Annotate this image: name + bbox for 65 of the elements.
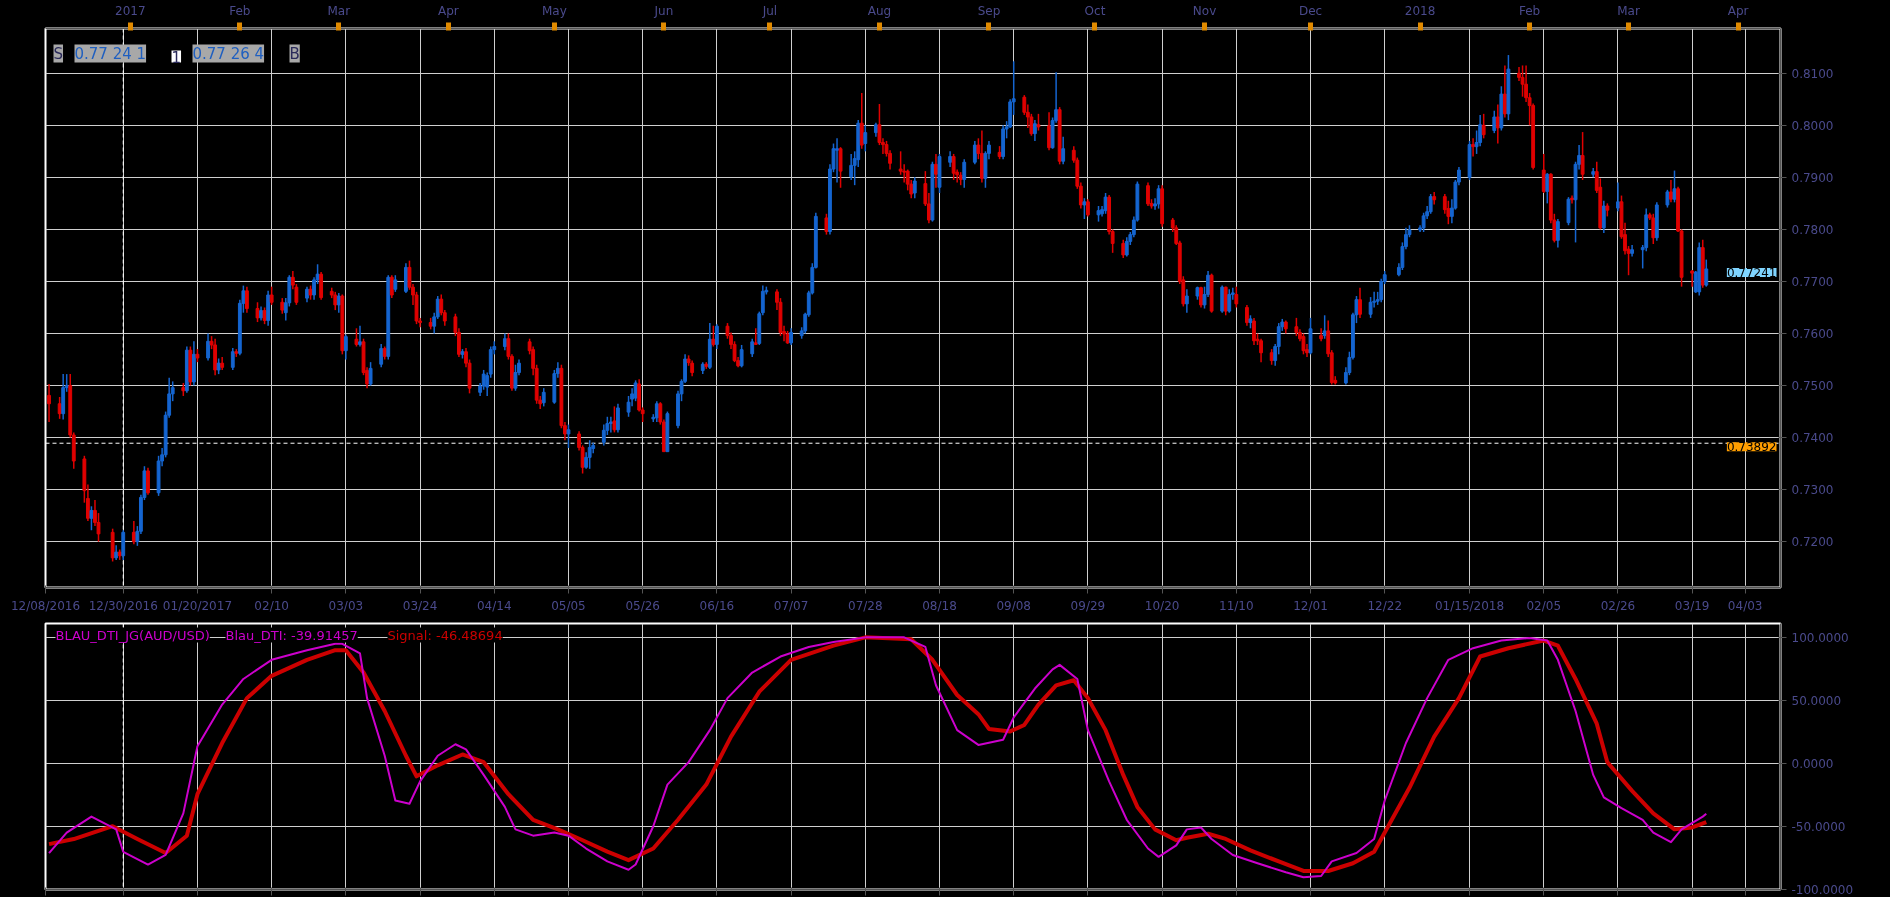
annotation: 1 [171, 48, 182, 67]
x-tick-label: 12/30/2016 [88, 598, 158, 613]
y-tick-label: 0.7700 [1791, 274, 1834, 289]
y-tick-label: 0.7400 [1791, 431, 1834, 446]
x-tick-label: 04/03 [1727, 598, 1763, 613]
x2-tick-label: Oct [1084, 3, 1106, 18]
x2-tick-label: Jul [761, 3, 778, 18]
x2-tick-label: Feb [229, 3, 251, 18]
annotation: 0.77 24 1 [74, 44, 147, 63]
text: Signal: -46.48694 [387, 627, 503, 643]
x2-tick-label: Dec [1298, 3, 1323, 18]
x-tick-label: 02/05 [1526, 598, 1562, 613]
x-tick-label: 04/14 [476, 598, 512, 613]
chart-title: BLAU_DTI_JG(AUD/USD) [55, 627, 210, 643]
y-tick-label: 50.0000 [1791, 693, 1842, 708]
x2-tick-label: Jun [653, 3, 674, 18]
x-tick-label: 12/08/2016 [10, 598, 81, 613]
x2-tick-label: Sep [977, 3, 1001, 18]
x-tick-label: 05/26 [625, 598, 660, 613]
x-tick-label: 09/29 [1070, 598, 1106, 613]
x2-tick-label: 2018 [1404, 3, 1436, 18]
annotation: B [289, 44, 300, 63]
x-tick-label: 02/26 [1600, 598, 1636, 613]
y-tick-label: -50.0000 [1791, 819, 1846, 834]
x-tick-label: 06/16 [699, 598, 735, 613]
ref-line-label: 0.73892 [1726, 440, 1777, 455]
annotation: 0.77 26 4 [192, 44, 265, 63]
x-tick-label: 11/10 [1219, 598, 1254, 613]
x-tick-label: 10/20 [1144, 598, 1180, 613]
x-tick-label: 03/24 [402, 598, 438, 613]
x-tick-label: 02/10 [254, 598, 289, 613]
x-tick-label: 01/15/2018 [1434, 598, 1505, 613]
y-tick-label: 0.7800 [1791, 222, 1834, 237]
x-tick-label: 01/20/2017 [162, 598, 233, 613]
x2-tick-label: May [541, 3, 567, 18]
y-tick-label: 0.7300 [1791, 483, 1834, 498]
x-tick-label: 05/05 [551, 598, 586, 613]
y-tick-label: 0.8100 [1791, 66, 1834, 81]
series-label: Blau_DTI: -39.91457 [225, 627, 358, 643]
annotation: 0.77241 [1726, 265, 1777, 280]
x-tick-label: 12/22 [1367, 598, 1403, 613]
x-tick-label: 09/08 [996, 598, 1032, 613]
x-tick-label: 12/01 [1293, 598, 1328, 613]
x2-tick-label: Aug [867, 3, 892, 18]
y-tick-label: 0.7600 [1791, 327, 1834, 341]
x2-tick-label: Apr [437, 3, 459, 18]
x2-tick-label: Nov [1192, 3, 1217, 18]
x2-tick-label: Mar [1617, 3, 1640, 18]
x2-tick-label: Apr [1727, 3, 1749, 18]
x-tick-label: 03/03 [328, 598, 364, 613]
x-tick-label: 07/07 [773, 598, 809, 613]
x-tick-label: 08/18 [922, 598, 957, 613]
x2-tick-label: Feb [1518, 3, 1541, 18]
x2-tick-label: Mar [327, 3, 351, 18]
y-tick-label: 0.8000 [1791, 118, 1834, 133]
y-tick-label: 0.7900 [1791, 170, 1834, 185]
y-tick-label: 0.0000 [1791, 756, 1834, 771]
annotation: S [53, 44, 64, 63]
x-tick-label: 07/28 [848, 598, 883, 613]
y-tick-label: 0.7500 [1791, 379, 1834, 394]
y-tick-label: 100.0000 [1791, 630, 1849, 645]
x-tick-label: 03/19 [1674, 598, 1710, 613]
x2-tick-label: 2017 [115, 3, 146, 18]
y-tick-label: 0.7200 [1791, 535, 1834, 550]
y-tick-label: -100.0000 [1791, 883, 1854, 897]
